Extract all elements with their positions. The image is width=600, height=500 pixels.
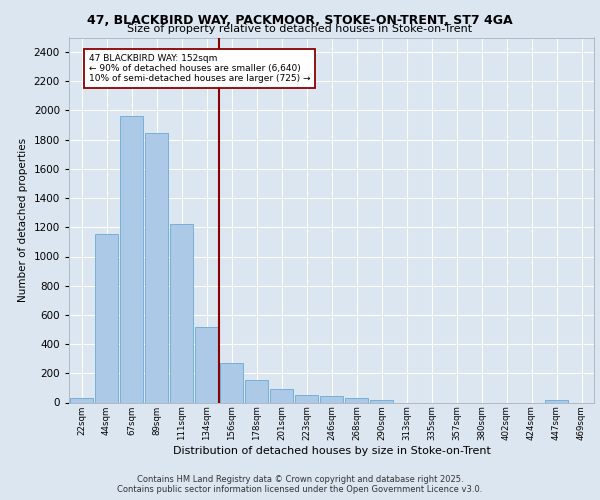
Bar — [370, 400, 393, 402]
Bar — [245, 380, 268, 402]
X-axis label: Distribution of detached houses by size in Stoke-on-Trent: Distribution of detached houses by size … — [173, 446, 490, 456]
Bar — [95, 234, 118, 402]
Bar — [70, 398, 93, 402]
Bar — [270, 390, 293, 402]
Bar — [320, 396, 343, 402]
Bar — [195, 328, 218, 402]
Bar — [170, 224, 193, 402]
Text: Contains HM Land Registry data © Crown copyright and database right 2025.
Contai: Contains HM Land Registry data © Crown c… — [118, 474, 482, 494]
Text: 47 BLACKBIRD WAY: 152sqm
← 90% of detached houses are smaller (6,640)
10% of sem: 47 BLACKBIRD WAY: 152sqm ← 90% of detach… — [89, 54, 311, 84]
Bar — [295, 396, 318, 402]
Bar — [545, 400, 568, 402]
Text: Size of property relative to detached houses in Stoke-on-Trent: Size of property relative to detached ho… — [127, 24, 473, 34]
Bar — [120, 116, 143, 403]
Bar — [345, 398, 368, 402]
Text: 47, BLACKBIRD WAY, PACKMOOR, STOKE-ON-TRENT, ST7 4GA: 47, BLACKBIRD WAY, PACKMOOR, STOKE-ON-TR… — [87, 14, 513, 27]
Bar — [145, 133, 168, 402]
Y-axis label: Number of detached properties: Number of detached properties — [18, 138, 28, 302]
Bar — [220, 363, 243, 403]
